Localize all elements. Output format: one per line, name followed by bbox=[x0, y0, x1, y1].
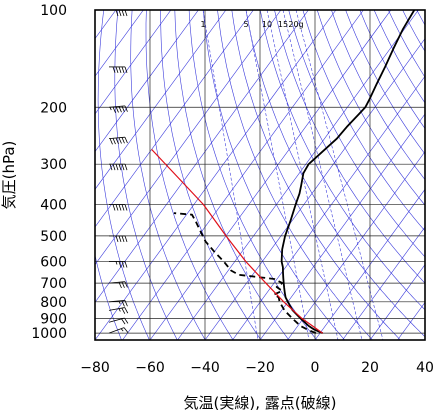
y-tick-label: 400 bbox=[40, 198, 67, 214]
dry-adiabat-line bbox=[345, 10, 425, 155]
isotherm-line bbox=[204, 38, 425, 340]
grid bbox=[95, 10, 425, 340]
wind-barb bbox=[108, 317, 129, 325]
isotherm-line bbox=[177, 10, 419, 340]
isotherm-line bbox=[95, 10, 254, 228]
isotherm-line bbox=[259, 113, 425, 340]
mixing-ratio-line bbox=[295, 10, 384, 340]
y-tick-label: 800 bbox=[40, 295, 67, 311]
isotherm-line bbox=[95, 10, 309, 303]
dry-adiabat-line bbox=[145, 10, 234, 340]
mixing-ratio-label: 5 bbox=[243, 20, 248, 29]
mixing-ratio-line bbox=[245, 10, 310, 340]
dry-adiabat-line bbox=[203, 10, 345, 340]
x-tick-label: −60 bbox=[135, 360, 165, 376]
wind-barb bbox=[108, 281, 128, 289]
y-tick-label: 200 bbox=[40, 100, 67, 116]
x-tick-label: 0 bbox=[311, 360, 320, 376]
wind-barb bbox=[109, 10, 128, 17]
x-tick-label: 20 bbox=[361, 360, 379, 376]
mixing-ratio-label: 15 bbox=[278, 20, 288, 29]
mixing-ratio-label: 1 bbox=[200, 20, 205, 29]
dry-adiabat-line bbox=[288, 10, 425, 258]
y-tick-label: 500 bbox=[40, 229, 67, 245]
mixing-ratio-labels: 1 5 10 15 20g bbox=[200, 20, 303, 29]
dry-adiabat-line bbox=[259, 10, 425, 311]
wind-barb bbox=[109, 235, 128, 243]
x-axis-title: 気温(実線), 露点(破線) bbox=[184, 394, 337, 412]
wind-barb bbox=[109, 66, 128, 74]
isotherm-line bbox=[95, 10, 144, 77]
dewpoint-profile bbox=[173, 212, 317, 335]
x-tick-label: −80 bbox=[80, 360, 110, 376]
dry-adiabat-line bbox=[217, 10, 373, 340]
wind-barb bbox=[109, 163, 128, 171]
x-tick-labels: −80 −60 −40 −20 0 20 40 bbox=[80, 360, 434, 376]
dry-adiabat-line bbox=[302, 10, 425, 232]
wind-barb bbox=[108, 327, 129, 334]
mixing-ratio-label: 10 bbox=[262, 20, 272, 29]
mixing-ratio-line bbox=[266, 10, 339, 340]
dry-adiabat-line bbox=[316, 10, 425, 206]
isotherm-line bbox=[232, 75, 425, 340]
parcel-curve bbox=[151, 148, 324, 334]
wind-barb bbox=[108, 300, 128, 307]
isotherm-line bbox=[287, 151, 425, 340]
isotherm-line bbox=[95, 10, 199, 153]
dry-adiabat-line bbox=[245, 10, 425, 338]
y-tick-label: 300 bbox=[40, 157, 67, 173]
isotherm-line bbox=[122, 10, 364, 340]
wind-barbs bbox=[108, 10, 129, 334]
wind-barb bbox=[109, 204, 128, 211]
isotherm-line bbox=[342, 226, 425, 340]
y-tick-label: 600 bbox=[40, 254, 67, 270]
isotherm-line bbox=[95, 10, 227, 190]
y-tick-label: 700 bbox=[40, 276, 67, 292]
background-lines bbox=[95, 10, 425, 340]
y-axis-title: 気圧(hPa) bbox=[0, 141, 18, 210]
wind-barb bbox=[108, 105, 128, 113]
mixing-ratio-line bbox=[282, 10, 363, 340]
dry-adiabat-line bbox=[97, 10, 150, 340]
isotherm-line bbox=[314, 188, 425, 340]
isotherm-line bbox=[95, 10, 337, 340]
wind-barb bbox=[108, 307, 129, 314]
dry-adiabat-line bbox=[130, 10, 206, 340]
dry-adiabat-line bbox=[231, 10, 401, 340]
x-tick-label: −40 bbox=[190, 360, 220, 376]
mixing-ratio-line bbox=[202, 10, 259, 340]
x-tick-label: 40 bbox=[416, 360, 434, 376]
y-tick-label: 900 bbox=[40, 311, 67, 327]
dry-adiabat-line bbox=[331, 10, 425, 181]
plot-frame bbox=[94, 9, 426, 341]
dry-adiabat-line bbox=[274, 10, 425, 284]
x-tick-label: −20 bbox=[245, 360, 275, 376]
dry-adiabat-line bbox=[174, 10, 290, 340]
isotherm-line bbox=[369, 264, 425, 340]
y-tick-label: 1000 bbox=[31, 326, 67, 342]
wind-barb bbox=[109, 261, 128, 268]
wind-barb bbox=[108, 136, 128, 145]
series-layer bbox=[151, 10, 416, 335]
isotherm-line bbox=[149, 10, 392, 340]
y-tick-label: 100 bbox=[40, 3, 67, 19]
dry-adiabat-line bbox=[160, 10, 262, 340]
isotherm-line bbox=[95, 10, 282, 266]
dry-adiabat-line bbox=[95, 254, 122, 340]
mixing-ratio-label: 20g bbox=[288, 20, 303, 29]
